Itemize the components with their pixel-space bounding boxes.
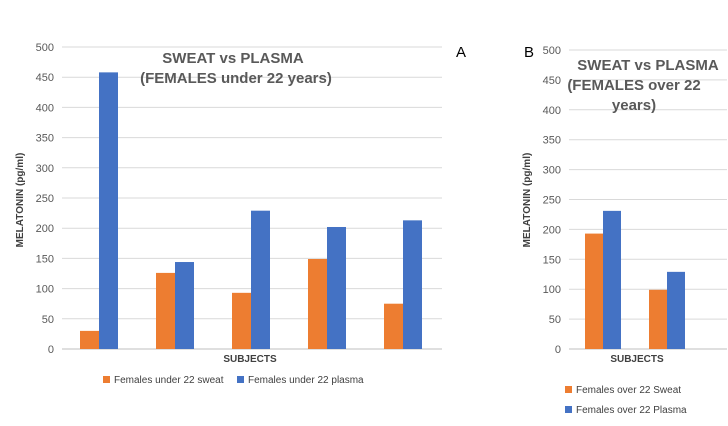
chart-a-y-tick-label: 500: [36, 42, 54, 54]
chart-a-bar-plasma-3: [251, 210, 270, 349]
chart-b-bar-sweat-2: [649, 289, 667, 349]
chart-b-bars: [585, 210, 685, 349]
chart-b-legend-label-plasma: Females over 22 Plasma: [576, 405, 687, 416]
chart-a-y-axis-title: MELATONIN (pg/ml): [15, 153, 26, 248]
chart-b-x-axis-title: SUBJECTS: [610, 354, 664, 365]
chart-a-bar-sweat-5: [384, 303, 403, 349]
chart-a-legend-swatch-plasma: [237, 376, 244, 383]
chart-a-bar-plasma-2: [175, 262, 194, 349]
chart-a-panel-letter: A: [456, 44, 466, 61]
chart-a-y-tick-label: 400: [36, 102, 54, 114]
chart-b-bar-sweat-1: [585, 233, 603, 349]
chart-b-legend-swatch-plasma: [565, 406, 572, 413]
chart-a-bar-sweat-2: [156, 272, 175, 349]
chart-b-panel-letter: B: [524, 44, 534, 61]
chart-a-bars: [80, 72, 422, 350]
chart-b-y-ticks: 0 50 100 150 200 250 300 350 400 450 500: [543, 45, 561, 356]
chart-b-y-tick-label: 300: [543, 165, 561, 177]
chart-b-y-tick-label: 0: [555, 344, 561, 356]
chart-a-y-tick-label: 150: [36, 253, 54, 265]
chart-b-bar-plasma-1: [603, 210, 621, 349]
chart-b-y-tick-label: 100: [543, 284, 561, 296]
chart-b-y-tick-label: 400: [543, 105, 561, 117]
chart-a-x-axis-title: SUBJECTS: [223, 354, 277, 365]
chart-b-y-axis-title: MELATONIN (pg/ml): [522, 153, 533, 248]
chart-b-y-tick-label: 450: [543, 75, 561, 87]
chart-a-bar-sweat-3: [232, 292, 251, 349]
chart-b-y-tick-label: 200: [543, 224, 561, 236]
chart-a-title-line-1: SWEAT vs PLASMA: [162, 50, 304, 67]
chart-a-bar-plasma-4: [327, 226, 346, 349]
chart-b-y-tick-label: 50: [549, 314, 561, 326]
chart-a-y-tick-label: 100: [36, 284, 54, 296]
chart-a-legend-label-plasma: Females under 22 plasma: [248, 375, 364, 386]
chart-b-bar-plasma-2: [667, 271, 685, 349]
chart-b: 0 50 100 150 200 250 300 350 400 450 500 B SWEAT v…: [522, 44, 727, 416]
chart-b-gridlines: [569, 49, 727, 350]
chart-a-bar-sweat-1: [80, 330, 99, 349]
chart-a-y-tick-label: 450: [36, 72, 54, 84]
chart-a-legend: Females under 22 sweat Females under 22 …: [103, 375, 364, 386]
chart-b-y-tick-label: 350: [543, 135, 561, 147]
chart-a-y-tick-label: 300: [36, 163, 54, 175]
chart-a-title-line-2: (FEMALES under 22 years): [140, 70, 332, 87]
chart-b-y-tick-label: 500: [543, 45, 561, 57]
chart-a-bar-plasma-1: [99, 72, 118, 350]
chart-a-bar-plasma-5: [403, 220, 422, 349]
chart-a-y-tick-label: 50: [42, 314, 54, 326]
chart-b-legend-label-sweat: Females over 22 Sweat: [576, 385, 681, 396]
chart-a-legend-label-sweat: Females under 22 sweat: [114, 375, 224, 386]
chart-b-title-line-3: years): [612, 97, 656, 114]
chart-a: 0 50 100 150 200 250 300 350 400 450 500 SWEAT vs …: [15, 42, 466, 386]
chart-a-y-tick-label: 250: [36, 193, 54, 205]
chart-a-y-tick-label: 200: [36, 223, 54, 235]
chart-b-legend: Females over 22 Sweat Females over 22 Pl…: [565, 385, 687, 416]
chart-a-y-tick-label: 0: [48, 344, 54, 356]
chart-a-bar-sweat-4: [308, 259, 327, 349]
chart-b-title-line-1: SWEAT vs PLASMA: [577, 57, 719, 74]
chart-a-legend-swatch-sweat: [103, 376, 110, 383]
chart-a-y-tick-label: 350: [36, 133, 54, 145]
chart-b-legend-swatch-sweat: [565, 386, 572, 393]
chart-a-y-ticks: 0 50 100 150 200 250 300 350 400 450 500: [36, 42, 54, 356]
chart-b-title-line-2: (FEMALES over 22: [567, 77, 700, 94]
chart-b-y-tick-label: 250: [543, 195, 561, 207]
chart-b-y-tick-label: 150: [543, 254, 561, 266]
